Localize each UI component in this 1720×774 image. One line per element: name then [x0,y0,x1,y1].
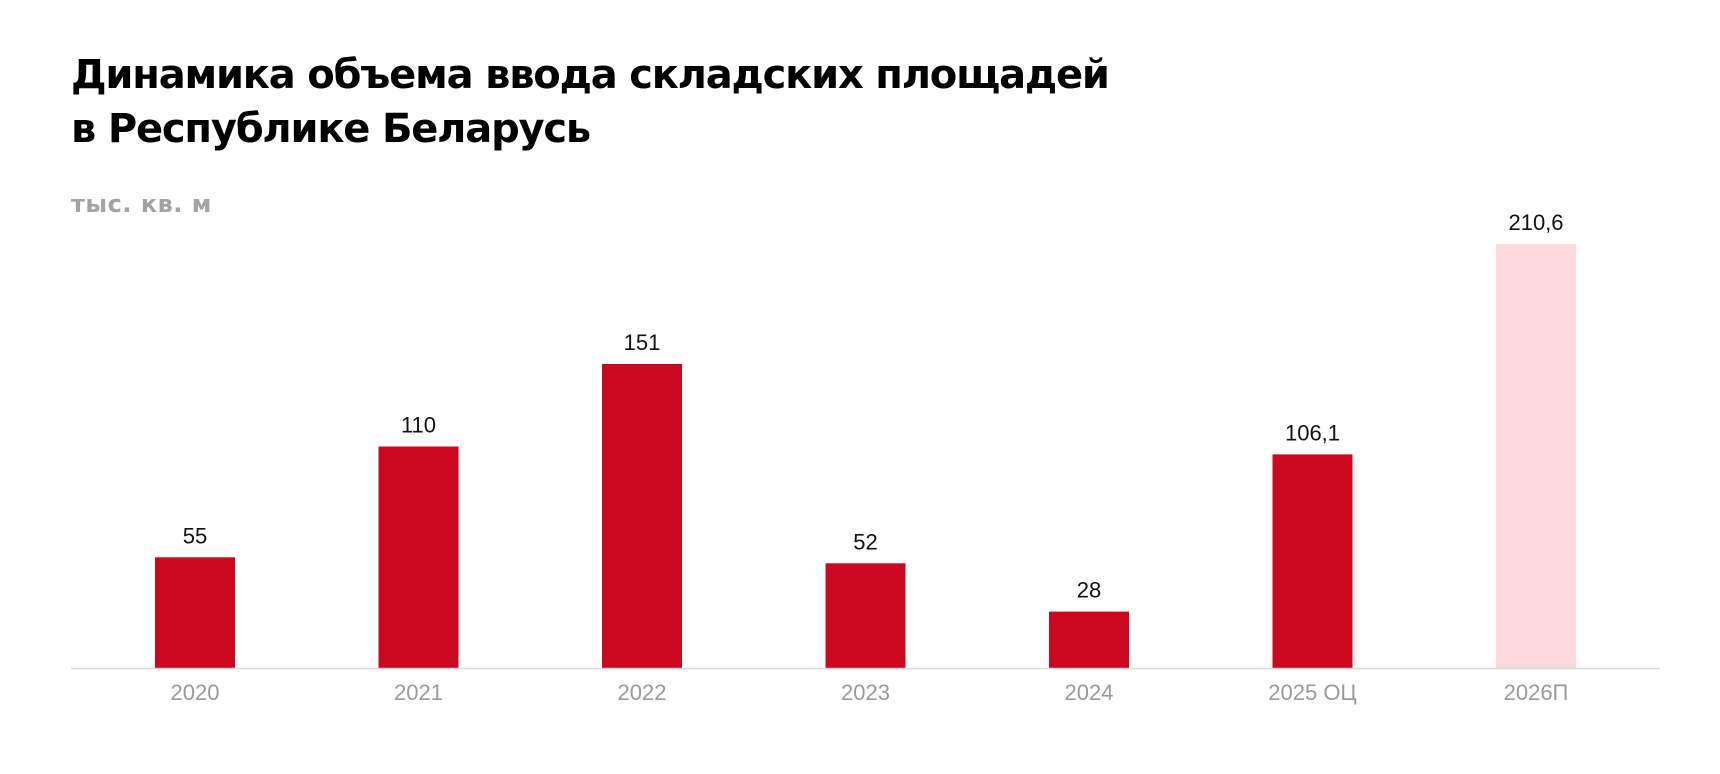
bar-2026П [1496,244,1576,668]
value-labels-group: 55 110 151 52 28 106,1 210,6 [183,210,1564,603]
x-tick-label: 2024 [1065,680,1114,705]
value-label: 110 [401,413,436,438]
bar-2021 [378,446,459,668]
value-label: 151 [624,330,661,355]
bars-group [155,244,1576,668]
x-tick-label: 2022 [618,680,667,705]
y-axis-unit-label: тыс. кв. м [71,190,212,218]
x-tick-label: 2020 [171,680,220,705]
x-tick-label: 2025 ОЦ [1268,680,1356,705]
chart-title: Динамика объема ввода складских площадей… [71,48,1110,156]
value-label: 28 [1077,578,1101,603]
x-tick-label: 2021 [394,680,443,705]
bar-2025-ОЦ [1272,454,1353,668]
value-label: 210,6 [1508,210,1563,235]
x-tick-labels-group: 2020 2021 2022 2023 2024 2025 ОЦ 2026П [171,680,1569,705]
x-tick-label: 2026П [1504,680,1569,705]
value-label: 55 [183,523,207,548]
value-label: 52 [853,529,877,554]
value-label: 106,1 [1285,420,1340,445]
bar-2024 [1049,611,1129,668]
bar-2020 [155,557,235,668]
chart-title-line-2: в Республике Беларусь [71,106,591,152]
bar-2023 [825,563,906,668]
bar-2022 [602,364,682,668]
x-tick-label: 2023 [841,680,890,705]
chart-title-line-1: Динамика объема ввода складских площадей [71,52,1110,98]
